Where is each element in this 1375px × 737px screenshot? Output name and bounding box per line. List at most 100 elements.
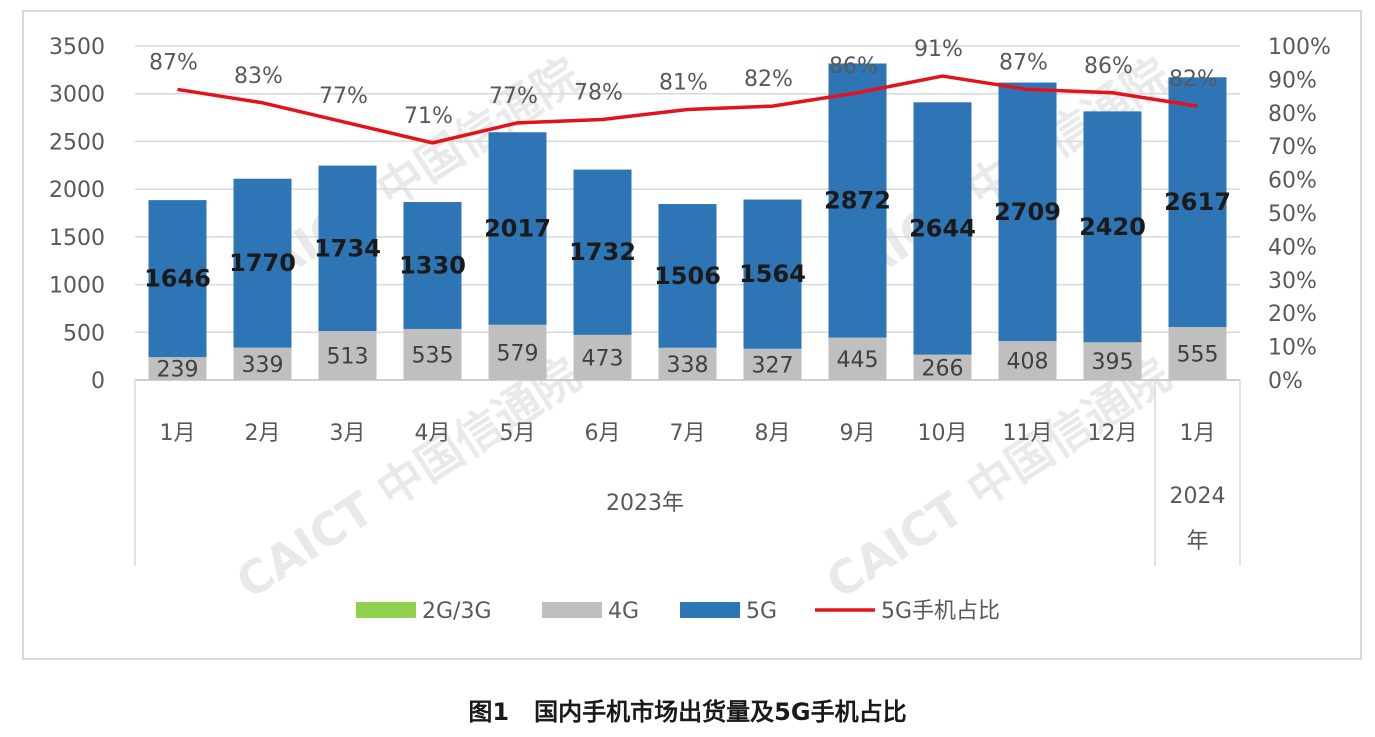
data-label-4g: 339: [242, 353, 284, 378]
data-label-5g-share: 78%: [574, 80, 623, 105]
data-label-5g-share: 87%: [149, 50, 198, 75]
data-label-5g: 2644: [909, 214, 976, 242]
bar-4g: [233, 347, 292, 380]
bar-5g: [573, 169, 632, 335]
bar-5g: [743, 199, 802, 349]
bar-4g: [148, 357, 207, 380]
bar-4g: [913, 354, 972, 380]
legend: 2G/3G 4G 5G 5G手机占比: [356, 599, 1000, 624]
x-tick-label: 2月: [245, 421, 281, 446]
bar-4g: [1083, 342, 1142, 380]
data-label-4g: 473: [582, 346, 624, 371]
legend-label: 2G/3G: [422, 599, 492, 624]
figure-caption: 图1 国内手机市场出货量及5G手机占比: [468, 698, 907, 726]
data-label-5g: 2617: [1164, 188, 1231, 216]
legend-swatch: [680, 602, 740, 618]
data-label-5g-share: 86%: [1084, 54, 1133, 79]
x-tick-label: 3月: [330, 421, 366, 446]
x-tick-label: 7月: [670, 421, 706, 446]
y-right-tick-label: 90%: [1268, 68, 1317, 93]
data-label-4g: 327: [752, 353, 794, 378]
bar-5g: [1168, 77, 1227, 328]
data-label-5g-share: 86%: [829, 54, 878, 79]
data-label-5g-share: 91%: [914, 37, 963, 62]
y-left-tick-label: 500: [63, 321, 105, 346]
data-label-5g: 1646: [144, 265, 211, 293]
data-label-5g: 2420: [1079, 213, 1146, 241]
line-series: [177, 74, 1198, 145]
bar-5g: [488, 132, 547, 325]
y-right-tick-label: 30%: [1268, 269, 1317, 294]
y-left-tick-label: 2500: [49, 130, 105, 155]
bar-5g: [1083, 111, 1142, 343]
data-label-5g: 1330: [399, 251, 466, 279]
y-left-tick-label: 1500: [49, 226, 105, 251]
x-tick-label: 5月: [500, 421, 536, 446]
watermark-text: CAICT 中国信通院: [817, 347, 1180, 609]
bar-5g: [318, 165, 377, 332]
x-tick-label: 4月: [415, 421, 451, 446]
y-right-tick-label: 60%: [1268, 169, 1317, 194]
y-right-tick-label: 40%: [1268, 235, 1317, 260]
x-tick-label: 1月: [160, 421, 196, 446]
data-label-5g-share: 77%: [319, 84, 368, 109]
data-label-5g: 1770: [229, 249, 296, 277]
y-left-tick-label: 3500: [49, 35, 105, 60]
data-label-5g: 1506: [654, 262, 721, 290]
data-label-5g: 2709: [994, 198, 1061, 226]
watermark-text: CAICT 中国信通院: [227, 347, 590, 609]
data-label-5g: 2872: [824, 186, 891, 214]
bars: [148, 63, 1227, 380]
data-label-4g: 338: [667, 353, 709, 378]
line-5g-share: [177, 74, 1198, 145]
x-tick-label: 6月: [585, 421, 621, 446]
y-right-tick-label: 70%: [1268, 135, 1317, 160]
y-right-tick-label: 50%: [1268, 202, 1317, 227]
y-right-tick-label: 20%: [1268, 302, 1317, 327]
data-label-4g: 579: [497, 341, 539, 366]
bar-4g: [488, 324, 547, 380]
data-label-5g-share: 82%: [1169, 67, 1218, 92]
bar-4g: [318, 331, 377, 380]
data-label-5g-share: 71%: [404, 104, 453, 129]
x-group-label: 年: [1186, 529, 1208, 554]
bar-5g: [148, 200, 207, 358]
bar-4g: [573, 334, 632, 380]
y-right-tick-label: 100%: [1268, 35, 1331, 60]
x-tick-label: 8月: [755, 421, 791, 446]
y-right-tick-label: 0%: [1268, 369, 1303, 394]
data-label-5g-share: 81%: [659, 70, 708, 95]
y-left-tick-label: 3000: [49, 83, 105, 108]
data-label-5g-share: 87%: [999, 50, 1048, 75]
data-label-5g-share: 83%: [234, 64, 283, 89]
bar-5g: [913, 102, 972, 355]
bar-5g: [998, 82, 1057, 342]
y-left-tick-label: 0: [91, 369, 105, 394]
bar-4g: [403, 328, 462, 380]
data-label-4g: 408: [1007, 350, 1049, 375]
y-left-tick-label: 2000: [49, 178, 105, 203]
legend-swatch: [542, 602, 602, 618]
data-label-4g: 513: [327, 345, 369, 370]
legend-label: 5G: [746, 599, 777, 624]
x-tick-label: 10月: [918, 421, 968, 446]
data-labels: 239 1646 339 1770 513 1734 535 1330 579 2017 473 17…: [144, 37, 1231, 383]
x-tick-label: 11月: [1003, 421, 1053, 446]
bar-4g: [998, 341, 1057, 380]
data-label-4g: 535: [412, 343, 454, 368]
x-tick-label: 1月: [1180, 421, 1216, 446]
data-label-5g: 2017: [484, 215, 551, 243]
data-label-5g: 1732: [569, 238, 636, 266]
x-group-label: 2024: [1170, 484, 1226, 509]
legend-label: 4G: [608, 599, 639, 624]
y-right-tick-label: 10%: [1268, 336, 1317, 361]
bar-5g: [658, 204, 717, 348]
bar-4g: [1168, 327, 1227, 380]
bar-5g: [403, 202, 462, 329]
y-right-tick-label: 80%: [1268, 102, 1317, 127]
data-label-4g: 266: [922, 356, 964, 381]
legend-label: 5G手机占比: [881, 599, 1000, 624]
data-label-4g: 395: [1092, 350, 1134, 375]
data-label-5g-share: 77%: [489, 84, 538, 109]
